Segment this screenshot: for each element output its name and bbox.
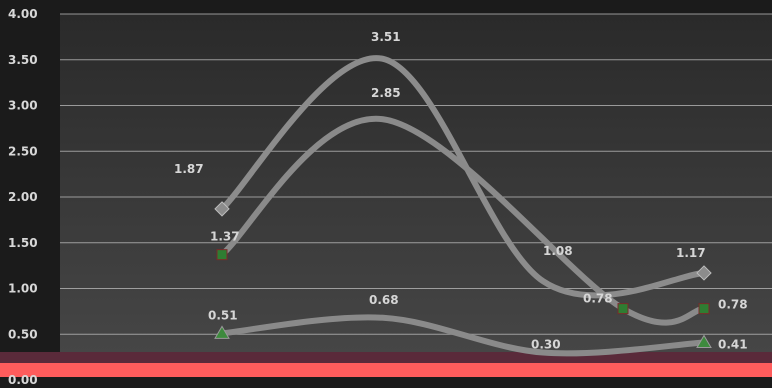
y-tick-label: 0.50	[8, 327, 38, 341]
data-label: 3.51	[371, 30, 401, 44]
axis-band	[0, 352, 772, 377]
series-2-point	[216, 249, 228, 261]
series-2-point	[698, 303, 710, 315]
plot-area	[60, 14, 772, 368]
series-3-point	[696, 334, 712, 348]
y-tick-label: 4.00	[8, 7, 38, 21]
y-tick-label: 3.00	[8, 99, 38, 113]
axis-band-highlight	[0, 363, 772, 377]
y-tick-label: 2.00	[8, 190, 38, 204]
y-tick-label: 3.50	[8, 53, 38, 67]
data-label: 0.51	[208, 308, 238, 322]
data-label: 0.68	[369, 293, 399, 307]
data-label: 0.41	[718, 337, 748, 351]
data-label: 0.78	[583, 292, 613, 306]
gridlines	[60, 13, 772, 335]
y-tick-label: 1.00	[8, 282, 38, 296]
series-group	[214, 55, 712, 357]
series-3-point	[214, 325, 230, 339]
series-1-point	[696, 265, 712, 281]
axis-band-shadow	[0, 352, 772, 364]
series-1-line	[219, 55, 707, 299]
data-label: 0.78	[718, 298, 748, 312]
data-label: 1.17	[676, 246, 706, 260]
y-tick-label: 1.50	[8, 236, 38, 250]
data-label: 0.30	[531, 338, 561, 352]
y-tick-label: 2.50	[8, 144, 38, 158]
series-2-line	[219, 116, 707, 326]
y-tick-label: 0.00	[8, 373, 38, 387]
y-axis-ticks: 0.00 0.50 1.00 1.50 2.00 2.50 3.00 3.50 4.00	[8, 7, 38, 387]
data-label: 1.87	[174, 162, 204, 176]
series-1-point	[214, 201, 230, 217]
data-label: 2.85	[371, 86, 401, 100]
data-labels: 1.87 3.51 1.08 1.17 1.37 2.85 0.78 0.78 0.51 0.68…	[174, 30, 748, 352]
data-label: 1.37	[210, 230, 240, 244]
data-label: 1.08	[543, 244, 573, 258]
series-3-line	[219, 314, 707, 357]
series-2-point	[617, 303, 629, 315]
